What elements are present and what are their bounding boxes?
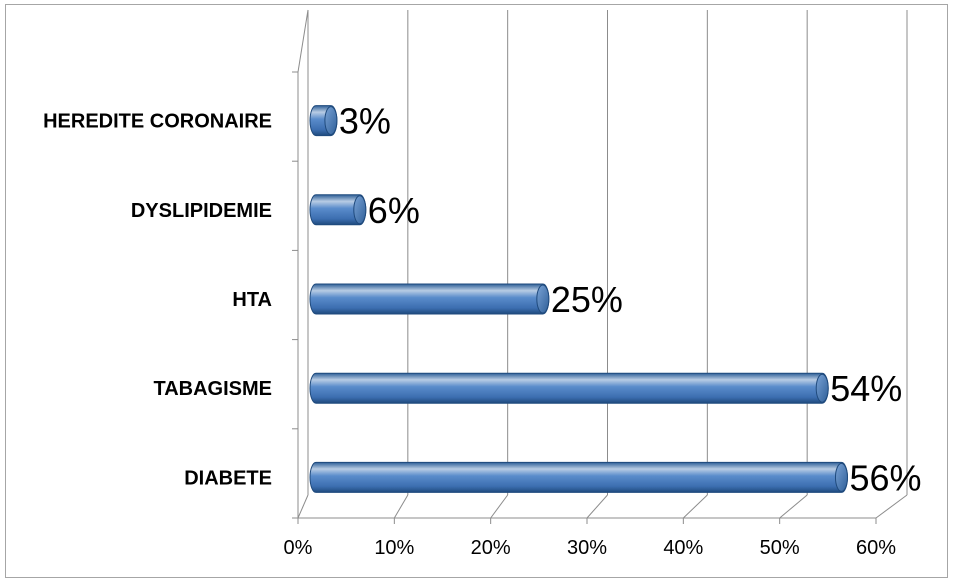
x-tick-label: 30%	[567, 537, 607, 559]
bar	[309, 283, 550, 315]
floor-gridline	[297, 494, 309, 519]
x-tick-label: 0%	[284, 537, 313, 559]
floor-gridline	[682, 494, 708, 519]
category-label: HEREDITE CORONAIRE	[43, 111, 272, 133]
grid-layer	[297, 10, 908, 519]
category-label: DYSLIPIDEMIE	[131, 200, 272, 222]
category-label: DIABETE	[184, 467, 272, 489]
axis-layer	[292, 9, 877, 524]
side-wall-edge	[297, 9, 309, 73]
bar-end-cap	[536, 284, 550, 314]
x-tick-label: 50%	[760, 537, 800, 559]
data-label: 25%	[551, 279, 623, 320]
data-label: 6%	[368, 190, 420, 231]
category-label: HTA	[232, 289, 272, 311]
floor-gridline	[875, 494, 908, 519]
data-label: 54%	[830, 368, 902, 409]
bar	[309, 461, 848, 493]
category-label: TABAGISME	[153, 378, 272, 400]
floor-gridline	[779, 494, 808, 519]
x-tick-label: 20%	[471, 537, 511, 559]
floor-gridline	[490, 494, 509, 519]
x-tick-label: 10%	[374, 537, 414, 559]
bar	[309, 372, 829, 404]
floor-gridline	[393, 494, 409, 519]
bar-end-cap	[815, 373, 829, 403]
data-label: 56%	[849, 457, 921, 498]
bar-layer	[309, 105, 848, 493]
bar-end-cap	[353, 195, 367, 225]
floor-gridline	[586, 494, 608, 519]
x-tick-label: 60%	[856, 537, 896, 559]
label-layer: 0% 10% 20% 30% 40% 50% 60% DIABETE 56% TABAGISME 5…	[43, 101, 921, 559]
bar-end-cap	[834, 462, 848, 492]
data-label: 3%	[339, 101, 391, 142]
bar-end-cap	[324, 106, 338, 136]
x-tick-label: 40%	[663, 537, 703, 559]
